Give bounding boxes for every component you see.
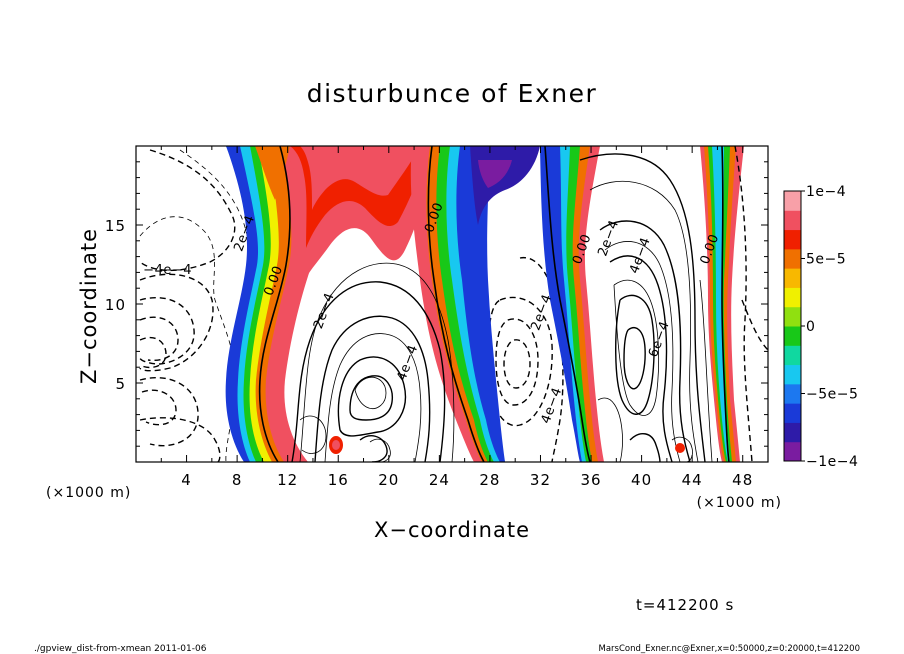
colorbar-swatch <box>784 422 801 443</box>
colorbar-swatch <box>784 287 801 308</box>
negative-contours-right <box>734 146 768 462</box>
x-tick-label: 8 <box>232 471 243 489</box>
x-tick-label: 16 <box>328 471 349 489</box>
x-tick-label: 28 <box>479 471 500 489</box>
colorbar-tick-label: −5e−5 <box>806 387 858 403</box>
footer-left: ./gpview_dist-from-xmean 2011-01-06 <box>34 644 207 654</box>
colorbar-tick-label: −1e−4 <box>806 454 858 470</box>
x-tick-label: 12 <box>277 471 298 489</box>
colorbar-tick-label: 5e−5 <box>806 252 846 268</box>
x-tick-label: 44 <box>682 471 703 489</box>
red-blob-core <box>332 440 340 450</box>
chart-title: disturbunce of Exner <box>307 79 598 108</box>
thin-positive-contours-left <box>299 262 455 462</box>
x-tick-label: 24 <box>429 471 450 489</box>
thin-positive-contours-right <box>589 180 713 462</box>
z-unit-label: (×1000 m) <box>46 485 131 501</box>
colorbar-swatch <box>784 210 801 231</box>
red-blob-right <box>675 443 685 453</box>
colorbar-swatch <box>784 268 801 288</box>
x-tick-label: 32 <box>530 471 551 489</box>
color-band-left <box>225 146 319 462</box>
x-unit-label: (×1000 m) <box>697 495 782 511</box>
positive-contours-left <box>291 281 446 462</box>
colorbar-swatch <box>784 306 801 327</box>
colorbar <box>783 190 802 462</box>
colorbar-swatch <box>784 441 801 462</box>
colorbar-swatch <box>784 191 801 211</box>
zero-contours <box>258 146 730 462</box>
y-axis-label: Z−coordinate <box>77 228 101 384</box>
negative-contours-left <box>139 149 236 462</box>
colorbar-swatch <box>784 383 801 404</box>
colorbar-swatch <box>784 248 801 269</box>
x-tick-label: 36 <box>580 471 601 489</box>
x-axis-ticks: 4 8 12 16 20 24 28 32 36 40 44 48 <box>160 146 753 489</box>
colorbar-tick-label: 0 <box>806 319 815 335</box>
colorbar-swatch <box>784 345 801 366</box>
positive-contours-right <box>579 153 706 462</box>
y-axis-ticks: 5 10 15 <box>105 161 768 447</box>
y-tick-label: 10 <box>105 296 126 314</box>
footer-right: MarsCond_Exner.nc@Exner,x=0:50000,z=0:20… <box>598 644 860 654</box>
x-tick-label: 20 <box>378 471 399 489</box>
y-tick-label: 5 <box>115 375 126 393</box>
x-tick-label: 48 <box>732 471 753 489</box>
colorbar-ticks: 1e−4 5e−5 0 −5e−5 −1e−4 <box>801 184 858 470</box>
colorbar-swatch <box>784 403 801 423</box>
colorbar-swatch <box>784 326 801 346</box>
x-tick-label: 4 <box>181 471 192 489</box>
color-band-center <box>410 146 540 462</box>
x-axis-label: X−coordinate <box>374 518 530 542</box>
time-label: t=412200 s <box>636 596 734 614</box>
colorbar-swatch <box>784 229 801 250</box>
contour-label: −4e−4 <box>143 263 192 278</box>
colorbar-tick-label: 1e−4 <box>806 184 846 200</box>
colorbar-swatch <box>784 364 801 385</box>
y-tick-label: 15 <box>105 217 126 235</box>
x-tick-label: 40 <box>631 471 652 489</box>
